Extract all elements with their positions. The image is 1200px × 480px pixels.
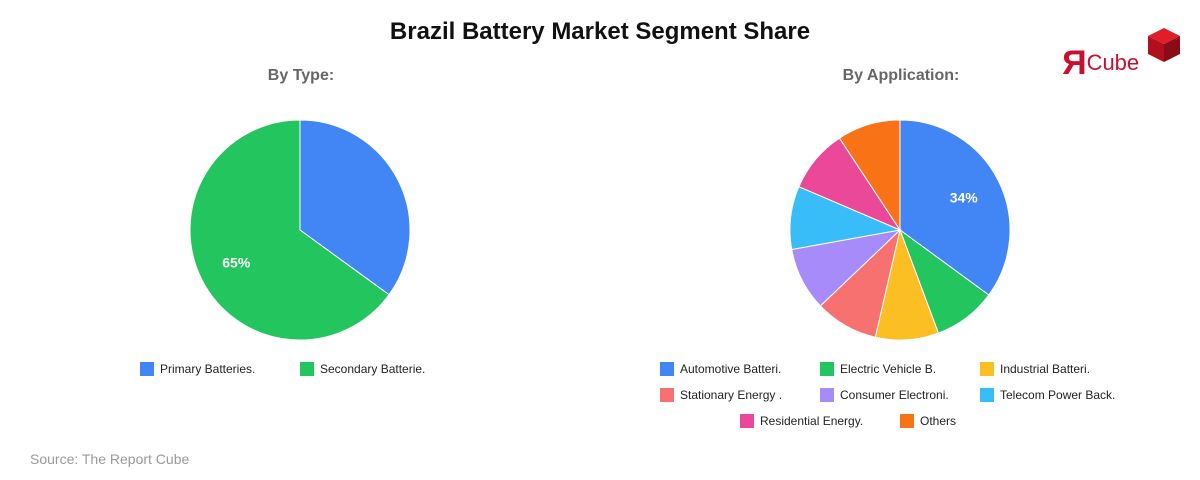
legend-item: Telecom Power Back. [980, 388, 1115, 402]
legend-label: Industrial Batteri. [1000, 362, 1091, 376]
legend-swatch [980, 388, 994, 402]
pie-slice-0-0 [299, 119, 411, 296]
legend-label: Consumer Electroni. [840, 388, 949, 402]
legend-item: Electric Vehicle B. [820, 362, 936, 376]
legend-label: Stationary Energy . [680, 388, 783, 402]
legend-swatch [820, 388, 834, 402]
pie-by-application-title: By Application: [842, 67, 960, 84]
legend-item: Secondary Batterie. [300, 362, 425, 376]
logo-wordmark: RCube [1062, 44, 1139, 83]
pie-data-label-0-0: 65% [222, 254, 251, 270]
legend-swatch [140, 362, 154, 376]
legend-label: Residential Energy. [760, 414, 864, 428]
legend-swatch [740, 414, 754, 428]
report-cube-logo: RCube [1060, 26, 1185, 86]
legend-swatch [820, 362, 834, 376]
pie-slice-1-7 [838, 119, 901, 232]
pie-slice-0-1 [189, 119, 390, 341]
legend-item: Automotive Batteri. [660, 362, 781, 376]
legend-item: Residential Energy. [740, 414, 863, 428]
legend-swatch [980, 362, 994, 376]
legend-swatch [660, 388, 674, 402]
legend-item: Primary Batteries. [140, 362, 255, 376]
legend-label: Primary Batteries. [160, 362, 256, 376]
pie-by-type-title: By Type: [267, 67, 335, 84]
legend-item: Industrial Batteri. [980, 362, 1090, 376]
source-note: Source: The Report Cube [30, 451, 190, 467]
legend-label: Telecom Power Back. [1000, 388, 1116, 402]
legend-label: Others [920, 414, 957, 428]
legend-item: Stationary Energy . [660, 388, 782, 402]
legend-label: Automotive Batteri. [680, 362, 782, 376]
cube-icon [1148, 28, 1180, 62]
logo-text: Cube [1086, 50, 1140, 75]
legend-label: Secondary Batterie. [320, 362, 426, 376]
chart-title: Brazil Battery Market Segment Share [389, 18, 811, 45]
legend-item: Others [900, 414, 956, 428]
pie-data-label-1-0: 34% [950, 190, 979, 206]
legend-swatch [900, 414, 914, 428]
legend-label: Electric Vehicle B. [840, 362, 937, 376]
pie-slice-1-0 [899, 119, 1011, 296]
legend-item: Consumer Electroni. [820, 388, 949, 402]
legend-swatch [660, 362, 674, 376]
legend-swatch [300, 362, 314, 376]
